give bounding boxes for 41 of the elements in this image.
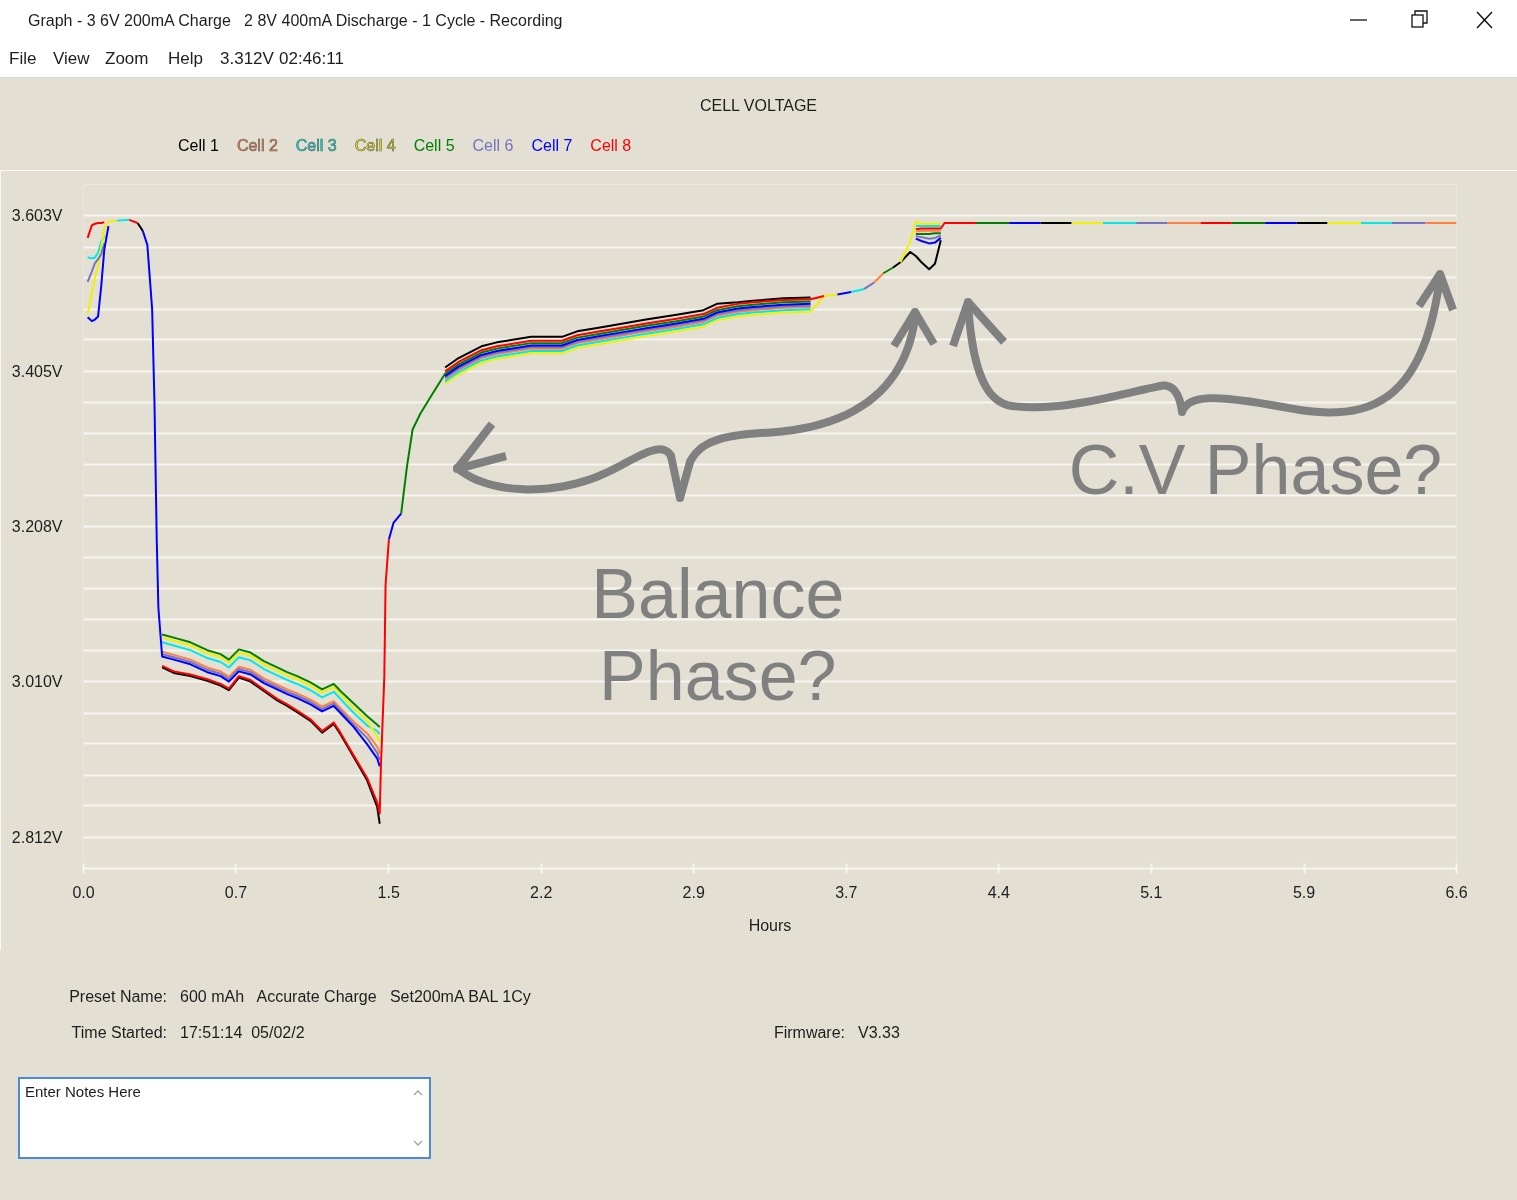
x-axis-title: Hours bbox=[748, 916, 792, 934]
y-tick-label: 3.010V bbox=[11, 673, 63, 691]
text: Preset Name: bbox=[69, 987, 167, 1007]
text: Zoom bbox=[105, 49, 149, 70]
x-tick-label: 5.9 bbox=[1292, 883, 1316, 901]
annotation: Balance Phase? bbox=[591, 555, 845, 716]
text: Firmware: bbox=[773, 1023, 845, 1043]
x-tick-label: 1.5 bbox=[377, 883, 400, 901]
x-tick-label: 2.9 bbox=[682, 883, 705, 901]
text: V3.33 bbox=[858, 1023, 900, 1043]
text: 600 mAh Accurate Charge Set200mA BAL 1Cy bbox=[180, 987, 531, 1007]
x-tick-label: 2.2 bbox=[530, 883, 553, 901]
x-tick-label: 0.0 bbox=[72, 883, 95, 901]
y-tick-label: 3.405V bbox=[11, 362, 63, 380]
text: File bbox=[9, 49, 37, 70]
text: Cell 4 bbox=[354, 136, 396, 156]
text: Graph - 3 6V 200mA Charge 2 8V 400mA Discharge - 1 Cycle - Recording bbox=[28, 11, 563, 31]
x-tick-label: 6.6 bbox=[1445, 883, 1468, 901]
y-tick-label: 3.603V bbox=[11, 207, 63, 225]
text: 17:51:14 05/02/2 bbox=[180, 1023, 305, 1043]
text: 3.312V bbox=[220, 49, 274, 70]
annotation: C.V Phase? bbox=[1068, 430, 1443, 509]
text: Cell 1 bbox=[178, 136, 219, 156]
text: Cell 3 bbox=[295, 136, 337, 156]
text: Cell 8 bbox=[590, 136, 632, 156]
x-tick-label: 0.7 bbox=[224, 883, 248, 901]
notes-box: Enter Notes Here bbox=[18, 1077, 431, 1159]
y-tick-label: 3.208V bbox=[11, 517, 63, 535]
chart-title: CELL VOLTAGE bbox=[698, 96, 819, 116]
y-tick-label: 2.812V bbox=[11, 828, 63, 846]
x-tick-label: 3.7 bbox=[835, 883, 858, 901]
text: Cell 7 bbox=[531, 136, 573, 156]
text: Cell 6 bbox=[472, 136, 514, 156]
text: 02:46:11 bbox=[279, 49, 344, 70]
text: Help bbox=[168, 49, 203, 70]
x-tick-label: 4.4 bbox=[987, 883, 1011, 901]
text: Time Started: bbox=[71, 1023, 167, 1043]
text: Cell 5 bbox=[413, 136, 455, 156]
text: View bbox=[53, 49, 90, 70]
text: Cell 2 bbox=[236, 136, 278, 156]
x-tick-label: 5.1 bbox=[1140, 883, 1163, 901]
